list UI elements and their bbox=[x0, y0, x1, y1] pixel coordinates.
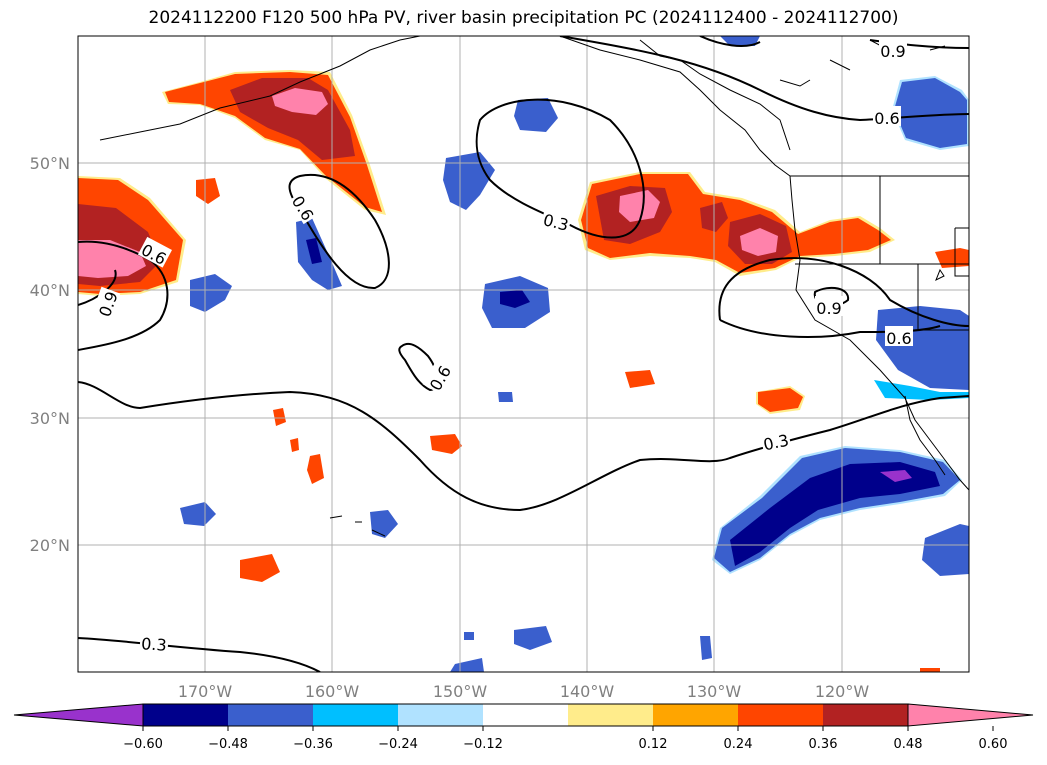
colorbar-extend-max bbox=[907, 703, 1034, 727]
negative-anomaly-blobs bbox=[180, 36, 969, 672]
colorbar-tick-label: −0.24 bbox=[378, 737, 418, 752]
lat-label: 20°N bbox=[30, 536, 70, 555]
map-title: 2024112200 F120 500 hPa PV, river basin … bbox=[148, 8, 899, 28]
contour-label: 0.9 bbox=[880, 42, 905, 61]
colorbar-segment bbox=[738, 704, 823, 726]
colorbar: −0.60 −0.48 −0.36 −0.24 −0.12 0.12 0.24 0.36 0.4… bbox=[13, 703, 1034, 752]
colorbar-outline bbox=[142, 703, 909, 727]
contour-label: 0.9 bbox=[816, 299, 841, 318]
lon-label: 170°W bbox=[178, 682, 233, 701]
colorbar-tick-label: 0.60 bbox=[979, 737, 1008, 752]
colorbar-extend-min bbox=[13, 703, 144, 727]
colorbar-tick-label: 0.36 bbox=[809, 737, 838, 752]
map-panel: 0.9 0.6 0.6 0.6 0.9 0.3 0.6 0.9 0.6 0.3 … bbox=[77, 35, 970, 673]
precip-anomaly-fills bbox=[78, 36, 969, 672]
contour-label: 0.6 bbox=[874, 109, 899, 128]
lon-label: 160°W bbox=[305, 682, 360, 701]
contour-label: 0.3 bbox=[762, 431, 791, 455]
colorbar-segment bbox=[653, 704, 738, 726]
colorbar-tick-label: −0.36 bbox=[293, 737, 333, 752]
lat-label: 50°N bbox=[30, 154, 70, 173]
lon-label: 150°W bbox=[433, 682, 488, 701]
colorbar-segment bbox=[398, 704, 483, 726]
positive-anomaly-pacific-northwest bbox=[578, 172, 969, 276]
map-frame bbox=[77, 35, 970, 673]
colorbar-segment bbox=[568, 704, 653, 726]
colorbar-segment bbox=[228, 704, 313, 726]
contour-label: 0.6 bbox=[886, 329, 911, 348]
colorbar-tick-label: −0.60 bbox=[123, 737, 163, 752]
colorbar-tick-label: −0.48 bbox=[208, 737, 248, 752]
lon-label: 130°W bbox=[687, 682, 742, 701]
contour-labels: 0.9 0.6 0.6 0.6 0.9 0.3 0.6 0.9 0.6 0.3 … bbox=[91, 39, 913, 655]
lon-axis-labels: 170°W 160°W 150°W 140°W 130°W 120°W bbox=[178, 682, 870, 701]
lat-label: 40°N bbox=[30, 281, 70, 300]
colorbar-tick-label: 0.12 bbox=[639, 737, 668, 752]
colorbar-segment bbox=[823, 704, 908, 726]
colorbar-segment bbox=[143, 704, 228, 726]
colorbar-tick-label: 0.48 bbox=[894, 737, 923, 752]
graticule bbox=[78, 36, 969, 672]
colorbar-segment bbox=[483, 704, 568, 726]
colorbar-segment bbox=[313, 704, 398, 726]
colorbar-tick-label: −0.12 bbox=[463, 737, 503, 752]
lat-label: 30°N bbox=[30, 409, 70, 428]
contour-label: 0.3 bbox=[141, 634, 168, 655]
positive-anomaly-small-blobs bbox=[196, 178, 940, 672]
lat-axis-labels: 50°N 40°N 30°N 20°N bbox=[30, 154, 70, 555]
lon-label: 140°W bbox=[560, 682, 615, 701]
colorbar-tick-label: 0.24 bbox=[724, 737, 753, 752]
lon-label: 120°W bbox=[815, 682, 870, 701]
map-background bbox=[78, 36, 969, 672]
